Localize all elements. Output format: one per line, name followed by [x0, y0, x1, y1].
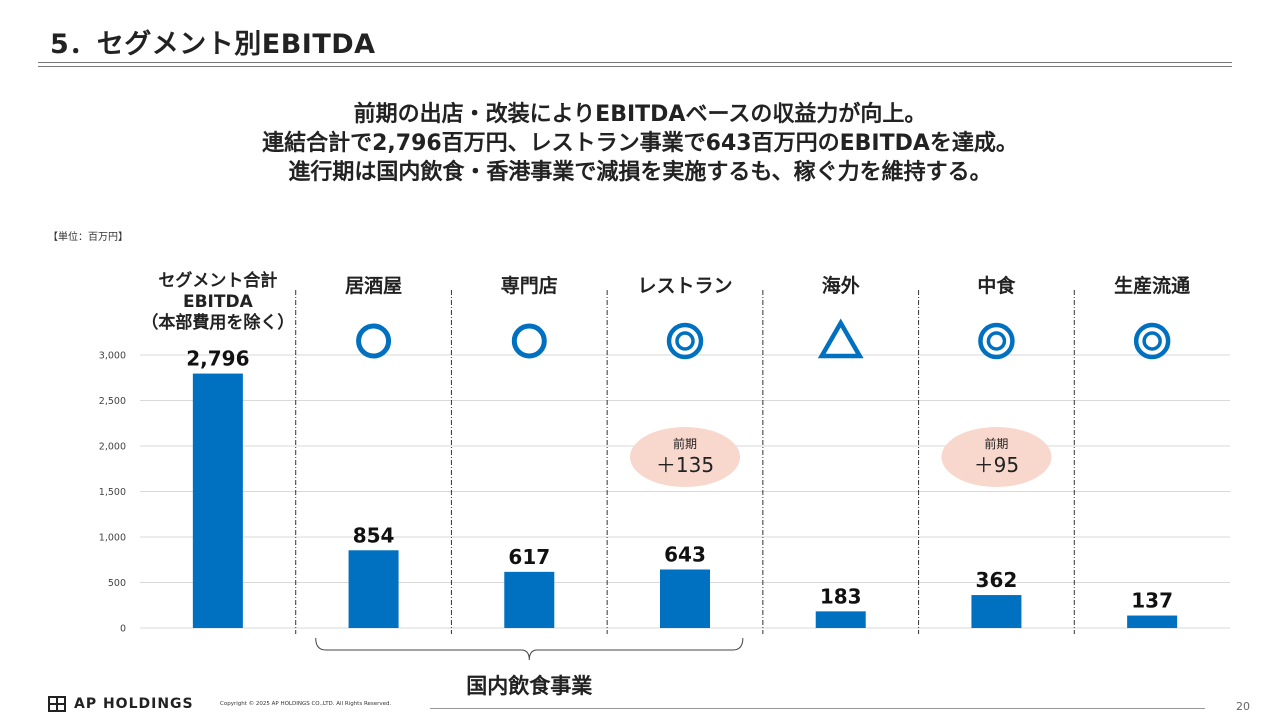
category-label: 中食: [977, 274, 1016, 297]
footer-rule: [430, 708, 1205, 709]
title-rule: [38, 62, 1232, 63]
group-bracket-label: 国内飲食事業: [466, 674, 593, 698]
category-label: （本部費用を除く）: [141, 312, 294, 333]
bar: [348, 550, 399, 628]
bar: [971, 595, 1022, 628]
category-label: レストラン: [637, 275, 732, 297]
page-number: 20: [1236, 700, 1250, 713]
bar: [660, 569, 710, 628]
headline-line: 連結合計で2,796百万円、レストラン事業で643百万円のEBITDAを達成。: [262, 131, 1018, 156]
double-circle-icon: [978, 322, 1015, 360]
group-bracket: [315, 637, 744, 661]
y-tick-label: 3,000: [99, 351, 126, 362]
y-tick-label: 1,500: [99, 487, 126, 498]
single-circle-icon: [356, 323, 392, 359]
bar-value-label: 854: [353, 523, 395, 547]
bar: [1127, 615, 1178, 628]
footer-logo: AP HOLDINGS: [48, 695, 194, 713]
category-label: EBITDA: [183, 292, 254, 312]
annotation-label: 前期: [673, 436, 697, 451]
title-rule: [38, 66, 1232, 67]
y-tick-label: 1,000: [99, 533, 126, 544]
double-circle-inner-icon: [1142, 331, 1162, 351]
brand-name: AP HOLDINGS: [74, 696, 194, 712]
bar: [192, 373, 243, 628]
category-label: 居酒屋: [345, 275, 402, 297]
bar-value-label: 643: [664, 542, 706, 566]
double-circle-inner-icon: [675, 331, 695, 351]
bar-value-label: 137: [1131, 589, 1173, 613]
headline-line: 前期の出店・改装によりEBITDAベースの収益力が向上。: [353, 102, 927, 127]
annotation-value: ＋95: [974, 453, 1019, 477]
category-label: セグメント合計: [158, 270, 277, 291]
triangle-icon: [817, 318, 864, 359]
headline-line: 進行期は国内飲食・香港事業で減損を実施するも、稼ぐ力を維持する。: [288, 160, 992, 185]
page-title: 5．セグメント別EBITDA: [50, 29, 376, 60]
category-label: 生産流通: [1114, 274, 1191, 297]
category-label: 海外: [822, 274, 860, 297]
brand-logo-icon: [48, 696, 66, 712]
bar-value-label: 2,796: [186, 347, 249, 371]
annotation-bubble: [630, 427, 740, 487]
annotation-label: 前期: [984, 436, 1008, 451]
headline: 前期の出店・改装によりEBITDAベースの収益力が向上。 連結合計で2,796百…: [0, 100, 1280, 187]
bar: [815, 611, 866, 628]
bar-value-label: 183: [820, 584, 862, 608]
double-circle-inner-icon: [986, 331, 1007, 351]
y-tick-label: 2,500: [99, 396, 126, 407]
bar-value-label: 617: [508, 545, 550, 569]
y-tick-label: 500: [108, 578, 126, 589]
single-circle-icon: [511, 323, 547, 359]
bar: [504, 571, 555, 628]
unit-label: 【単位：百万円】: [48, 232, 128, 243]
annotation-bubble: [941, 427, 1052, 487]
copyright: Copyright © 2025 AP HOLDINGS CO.,LTD. Al…: [220, 701, 392, 707]
y-tick-label: 0: [120, 624, 126, 635]
annotation-value: ＋135: [656, 453, 714, 477]
bar-value-label: 362: [976, 568, 1018, 592]
category-label: 専門店: [501, 274, 558, 297]
double-circle-icon: [666, 322, 704, 360]
double-circle-icon: [1133, 322, 1171, 360]
y-tick-label: 2,000: [99, 442, 126, 453]
